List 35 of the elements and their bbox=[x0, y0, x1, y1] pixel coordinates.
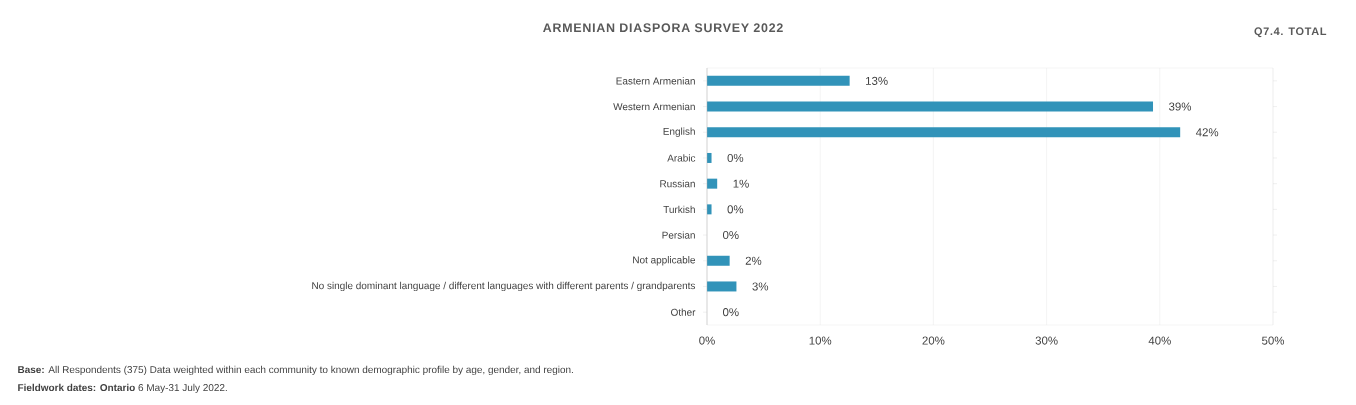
bar bbox=[707, 127, 1181, 138]
y-tick-label: Western Armenian bbox=[613, 102, 695, 111]
y-tick-label: Persian bbox=[662, 231, 695, 239]
data-label: 0% bbox=[722, 231, 739, 240]
y-tick-label: Arabic bbox=[667, 154, 696, 162]
data-label: 39% bbox=[1168, 102, 1192, 111]
bar bbox=[707, 75, 850, 86]
x-tick-label: 30% bbox=[1035, 336, 1058, 345]
y-tick-label: Turkish bbox=[663, 205, 695, 214]
data-label: 0% bbox=[727, 205, 744, 214]
data-label: 13% bbox=[866, 76, 888, 85]
data-label: 2% bbox=[745, 256, 762, 265]
data-label: 3% bbox=[752, 282, 769, 291]
y-tick-label: English bbox=[663, 127, 695, 137]
chart-subtitle: Q7.4. TOTAL bbox=[1254, 27, 1327, 38]
data-label: 1% bbox=[733, 179, 749, 188]
text: Fieldwork dates: Ontario 6 May-31 July 2022. bbox=[18, 383, 227, 394]
chart-title: ARMENIAN DIASPORA SURVEY 2022 bbox=[543, 23, 783, 33]
x-tick-label: 40% bbox=[1148, 336, 1171, 345]
bar bbox=[707, 281, 737, 292]
x-tick-label: 50% bbox=[1261, 336, 1285, 345]
bar bbox=[707, 255, 730, 266]
bar bbox=[707, 101, 1154, 112]
y-tick-label: Eastern Armenian bbox=[616, 77, 695, 85]
x-tick-label: 0% bbox=[699, 336, 715, 345]
y-tick-label: Other bbox=[671, 308, 696, 316]
data-label: 42% bbox=[1195, 128, 1219, 137]
data-label: 0% bbox=[727, 153, 744, 163]
y-tick-label: Russian bbox=[660, 180, 695, 188]
y-tick-label: No single dominant language / different languages with different parents / grandparents bbox=[312, 281, 696, 292]
y-tick-label: Not applicable bbox=[633, 256, 696, 266]
x-tick-label: 10% bbox=[809, 336, 832, 345]
text: Base: All Respondents (375) Data weighted within each community to known demographic profile by age, gender, and region. bbox=[18, 365, 573, 376]
data-label: 0% bbox=[722, 308, 739, 317]
x-tick-label: 20% bbox=[922, 336, 945, 345]
